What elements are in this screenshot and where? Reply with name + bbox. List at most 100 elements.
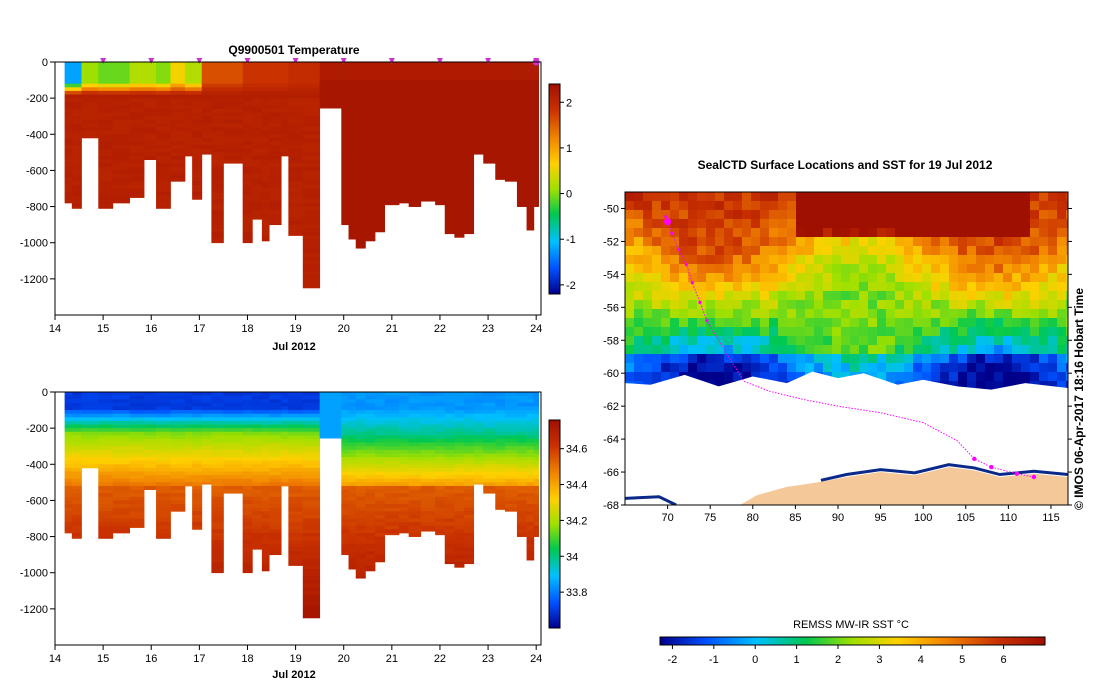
salinity-cell <box>170 449 186 454</box>
temperature-cell <box>355 231 366 236</box>
temperature-cell <box>355 127 366 132</box>
salinity-cell <box>242 431 253 436</box>
salinity-cell <box>242 551 253 556</box>
temperature-cell <box>302 249 321 254</box>
temperature-cell <box>399 123 410 128</box>
salinity-cell <box>98 406 114 411</box>
salinity-cell <box>408 529 422 534</box>
salinity-cell <box>365 551 376 556</box>
salinity-cell <box>384 399 400 404</box>
salinity-cell <box>302 518 321 523</box>
salinity-cell <box>302 605 321 610</box>
sst-cell <box>706 327 716 337</box>
salinity-cell <box>269 446 282 451</box>
salinity-cell <box>144 485 157 490</box>
temperature-cell <box>435 127 446 132</box>
salinity-cell <box>64 406 73 411</box>
sst-cell <box>778 219 788 229</box>
salinity-cell <box>71 435 82 440</box>
sst-cell <box>913 264 923 274</box>
sst-cell <box>733 210 743 220</box>
temperature-cell <box>319 76 342 81</box>
sst-cell <box>805 327 815 337</box>
temperature-cell <box>242 224 253 229</box>
salinity-cell <box>348 493 357 498</box>
temperature-cell <box>288 217 304 222</box>
sst-cell <box>994 282 1004 292</box>
temperature-cell <box>444 152 455 157</box>
salinity-cell <box>454 420 465 425</box>
salinity-cell <box>341 392 349 397</box>
temperature-cell <box>112 184 130 189</box>
temperature-cell <box>71 83 82 88</box>
salinity-cell <box>483 442 496 447</box>
salinity-cell <box>348 529 357 534</box>
sst-cell <box>697 345 707 355</box>
temperature-cell <box>261 80 270 85</box>
temperature-cell <box>129 155 145 160</box>
temperature-cell <box>495 155 506 160</box>
temperature-cell <box>129 116 145 121</box>
temperature-cell <box>464 141 475 146</box>
temperature-cell <box>98 141 114 146</box>
salinity-cell <box>483 410 496 415</box>
temperature-cell <box>444 188 455 193</box>
salinity-cell <box>184 417 193 422</box>
salinity-cell <box>399 453 410 458</box>
salinity-cell <box>504 507 518 512</box>
salinity-cell <box>144 417 157 422</box>
salinity-cell <box>261 446 270 451</box>
salinity-cell <box>211 478 224 483</box>
salinity-cell <box>516 417 527 422</box>
sst-cell <box>805 318 815 328</box>
temperature-cell <box>170 105 186 110</box>
temperature-cell <box>302 141 321 146</box>
sst-cell <box>706 372 716 382</box>
temperature-cell <box>144 112 157 117</box>
sst-cell <box>706 246 716 256</box>
temperature-cell <box>365 192 376 197</box>
temperature-cell <box>129 72 145 77</box>
sst-cell <box>733 363 743 373</box>
temperature-cell <box>112 72 130 77</box>
temperature-cell <box>184 90 193 95</box>
temperature-cell <box>288 116 304 121</box>
temperature-cell <box>211 206 224 211</box>
salinity-cell <box>192 420 203 425</box>
salinity-cell <box>516 507 527 512</box>
salinity-cell <box>211 471 224 476</box>
sst-cell <box>679 246 689 256</box>
salinity-cell <box>112 478 130 483</box>
temperature-cell <box>269 148 282 153</box>
sst-cell <box>661 201 671 211</box>
salinity-cell <box>408 435 422 440</box>
salinity-cell <box>288 410 304 415</box>
temperature-cell <box>374 108 386 113</box>
sst-cell <box>661 210 671 220</box>
sst-cell <box>1030 291 1040 301</box>
sst-cell <box>913 327 923 337</box>
sst-cell <box>886 228 896 238</box>
temperature-cell <box>112 69 130 74</box>
salinity-cell <box>454 554 465 559</box>
sst-cell <box>832 246 842 256</box>
temperature-cell <box>355 159 366 164</box>
salinity-cell <box>399 507 410 512</box>
sst-cell <box>913 336 923 346</box>
salinity-cell <box>374 536 386 541</box>
temperature-cell <box>504 80 518 85</box>
temperature-cell <box>384 123 400 128</box>
temperature-cell <box>281 145 289 150</box>
salinity-cell <box>261 540 270 545</box>
sst-cell <box>994 363 1004 373</box>
temperature-cell <box>435 163 446 168</box>
temperature-cell <box>444 72 455 77</box>
sst-cell <box>823 273 833 283</box>
sst-cell <box>841 300 851 310</box>
salinity-cell <box>319 431 342 436</box>
salinity-cell <box>533 525 539 530</box>
salinity-cell <box>420 464 436 469</box>
salinity-cell <box>516 431 527 436</box>
temperature-cell <box>192 137 203 142</box>
sst-cell <box>1057 219 1067 229</box>
